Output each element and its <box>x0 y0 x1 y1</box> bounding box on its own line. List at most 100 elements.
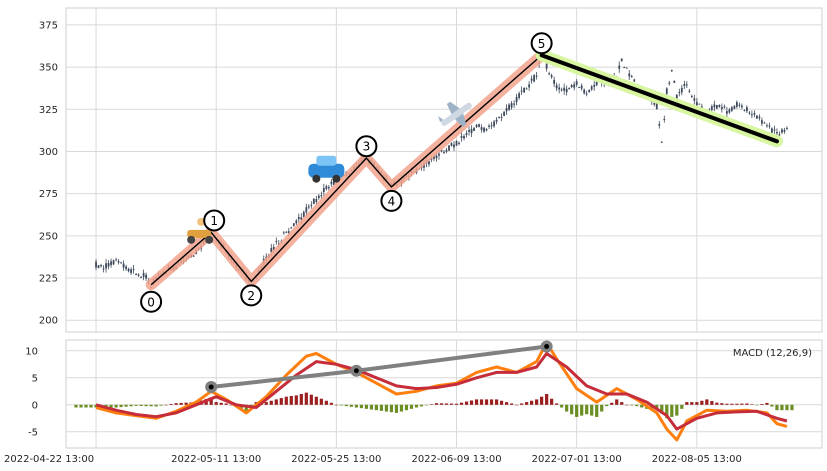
histogram-bar <box>74 404 78 408</box>
histogram-bar <box>294 395 298 405</box>
candle-body <box>448 145 450 151</box>
candle-body <box>495 119 498 122</box>
candle-body <box>688 90 691 92</box>
wave-labels: 0 1 2 3 4 5 <box>140 32 553 313</box>
candle-body <box>573 84 576 88</box>
elliott-waves <box>145 49 548 291</box>
candle-body <box>292 223 295 227</box>
candle-body <box>555 85 558 89</box>
divergence-point-center <box>208 384 214 390</box>
candle-body <box>287 231 290 234</box>
price-panel: 200 225 250 275 300 325 350 375 0 1 2 3 4 5 <box>39 7 823 333</box>
candle-body <box>135 274 137 276</box>
candle-body <box>766 125 768 127</box>
histogram-bar <box>434 403 439 405</box>
candle-body <box>480 127 483 130</box>
airplane-wing <box>446 101 460 115</box>
histogram-bar <box>79 404 83 408</box>
histogram-bar <box>715 402 719 405</box>
candle-body <box>663 118 666 120</box>
candle-body <box>455 140 458 146</box>
candle-body <box>575 81 578 85</box>
histogram-bar <box>760 403 764 405</box>
histogram-bar <box>775 404 779 411</box>
candle-body <box>475 124 478 127</box>
candle-body <box>488 125 490 127</box>
histogram-bar <box>730 403 734 405</box>
histogram-bar <box>459 402 464 405</box>
airplane-icon <box>438 101 472 127</box>
histogram-bar <box>414 404 419 408</box>
candle-body <box>125 266 127 270</box>
x-tick-label: 2022-05-11 13:00 <box>171 454 261 465</box>
macd-line <box>95 341 788 442</box>
histogram-bar <box>770 404 774 407</box>
candle-body <box>107 262 110 267</box>
candle-body <box>675 94 678 99</box>
histogram-bar <box>735 403 739 405</box>
scooter-body <box>187 229 212 238</box>
candle-body <box>771 128 773 133</box>
histogram-bar <box>585 404 589 415</box>
candle-body <box>290 227 293 229</box>
histogram-bar <box>755 404 759 406</box>
wave-label-circle <box>240 284 263 307</box>
candle-body <box>578 87 581 89</box>
candle-body <box>588 89 591 93</box>
histogram-bar <box>545 394 549 405</box>
candle-body <box>302 211 305 217</box>
candle-body <box>142 272 145 277</box>
candle-body <box>653 102 656 105</box>
histogram-bar <box>520 403 524 405</box>
candle-body <box>751 114 753 116</box>
histogram-bar <box>665 404 669 419</box>
histogram-bar <box>424 404 429 406</box>
candle-body <box>728 109 731 113</box>
candle-body <box>478 124 480 127</box>
histogram-bar <box>660 404 664 414</box>
candle-body <box>305 207 308 213</box>
histogram-bar <box>765 402 769 405</box>
candle-body <box>97 265 100 269</box>
histogram-bar <box>494 399 499 405</box>
candle-body <box>272 246 275 251</box>
candle-body <box>738 104 741 106</box>
histogram-bar <box>464 401 469 405</box>
candle-body <box>485 129 488 131</box>
histogram-bar <box>394 404 399 413</box>
histogram-bar <box>179 402 183 405</box>
candle-body <box>660 141 663 143</box>
histogram-bar <box>124 404 128 407</box>
candle-body <box>117 261 120 263</box>
histogram-bar <box>620 402 624 405</box>
price-y-tick-label: 325 <box>39 105 58 116</box>
macd-histogram <box>74 392 794 419</box>
candle-body <box>438 153 440 156</box>
macd-y-tick-label: 5 <box>32 373 38 384</box>
histogram-bar <box>555 403 559 405</box>
candle-body <box>558 87 561 90</box>
histogram-bar <box>134 404 138 406</box>
candle-body <box>100 265 102 267</box>
candle-body <box>493 121 495 127</box>
candle-body <box>315 199 318 202</box>
candle-body <box>192 255 195 257</box>
macd-y-tick-label: 10 <box>25 346 38 357</box>
candle-body <box>450 143 453 146</box>
histogram-bar <box>289 396 293 405</box>
histogram-bar <box>590 404 594 416</box>
candle-body <box>673 80 676 83</box>
candle-body <box>563 87 566 91</box>
candle-body <box>105 263 107 269</box>
histogram-bar <box>625 404 629 406</box>
candle-body <box>297 216 300 220</box>
candle-body <box>668 82 671 84</box>
candle-body <box>625 67 628 69</box>
candle-body <box>435 155 438 159</box>
histogram-bar <box>284 396 288 405</box>
divergence-line <box>205 340 553 393</box>
wave-label-circle <box>530 32 553 55</box>
candle-body <box>528 84 531 88</box>
candle-body <box>503 111 505 116</box>
candle-body <box>620 58 623 62</box>
